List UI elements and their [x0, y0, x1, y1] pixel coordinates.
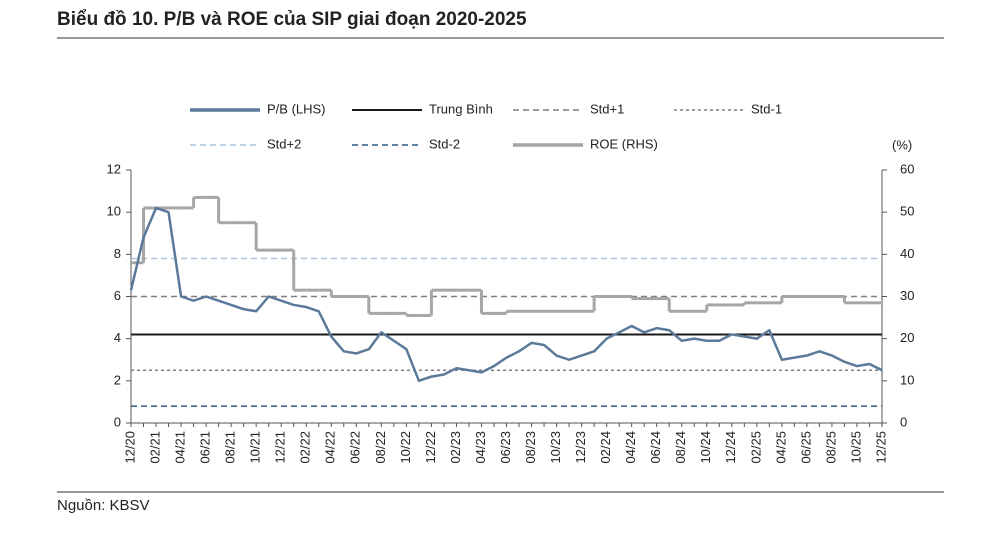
legend-label: Std+2: [267, 136, 301, 151]
x-tick-label: 12/24: [723, 431, 738, 464]
x-tick-label: 06/21: [198, 431, 213, 464]
x-tick-label: 02/22: [298, 431, 313, 464]
x-tick-label: 06/23: [498, 431, 513, 464]
x-tick-label: 12/25: [873, 431, 888, 464]
chart-title: Biểu đồ 10. P/B và ROE của SIP giai đoạn…: [57, 9, 527, 30]
x-tick-label: 02/24: [598, 431, 613, 464]
y2-axis-label: (%): [892, 137, 912, 152]
y-tick-label: 10: [107, 204, 121, 219]
y2-tick-label: 0: [900, 414, 907, 429]
x-tick-label: 12/23: [573, 431, 588, 464]
source: Nguồn: KBSV: [57, 497, 150, 514]
x-tick-label: 04/25: [773, 431, 788, 464]
x-tick-label: 10/23: [548, 431, 563, 464]
x-tick-label: 12/22: [423, 431, 438, 464]
y2-tick-label: 30: [900, 288, 914, 303]
x-tick-label: 08/24: [673, 431, 688, 464]
x-tick-label: 04/22: [323, 431, 338, 464]
x-tick-label: 08/23: [523, 431, 538, 464]
y-tick-label: 8: [114, 246, 121, 261]
legend-label: ROE (RHS): [590, 136, 658, 151]
x-tick-label: 06/22: [348, 431, 363, 464]
x-tick-label: 06/25: [798, 431, 813, 464]
pb-line: [129, 206, 883, 383]
x-tick-label: 10/21: [248, 431, 263, 464]
x-tick-label: 02/23: [448, 431, 463, 464]
y-tick-label: 6: [114, 288, 121, 303]
x-tick-label: 08/25: [823, 431, 838, 464]
legend-label: Std-1: [751, 101, 782, 116]
legend-label: P/B (LHS): [267, 101, 326, 116]
x-tick-label: 12/20: [122, 431, 137, 464]
y2-tick-label: 60: [900, 161, 914, 176]
x-tick-label: 10/22: [398, 431, 413, 464]
y-tick-label: 12: [107, 161, 121, 176]
x-tick-label: 12/21: [273, 431, 288, 464]
y2-tick-label: 10: [900, 372, 914, 387]
y2-tick-label: 40: [900, 246, 914, 261]
x-tick-label: 08/22: [373, 431, 388, 464]
x-tick-label: 04/23: [473, 431, 488, 464]
legend-label: Std+1: [590, 101, 624, 116]
x-tick-label: 08/21: [223, 431, 238, 464]
y-tick-label: 0: [114, 414, 121, 429]
x-tick-label: 10/24: [698, 431, 713, 464]
legend-label: Trung Bình: [429, 101, 493, 116]
x-tick-label: 06/24: [648, 431, 663, 464]
x-tick-label: 10/25: [848, 431, 863, 464]
x-tick-label: 04/24: [623, 431, 638, 464]
x-tick-label: 02/25: [748, 431, 763, 464]
x-tick-label: 04/21: [173, 431, 188, 464]
y2-tick-label: 50: [900, 204, 914, 219]
x-tick-label: 02/21: [147, 431, 162, 464]
y-tick-label: 2: [114, 372, 121, 387]
y-tick-label: 4: [114, 330, 121, 345]
legend-label: Std-2: [429, 136, 460, 151]
y2-tick-label: 20: [900, 330, 914, 345]
